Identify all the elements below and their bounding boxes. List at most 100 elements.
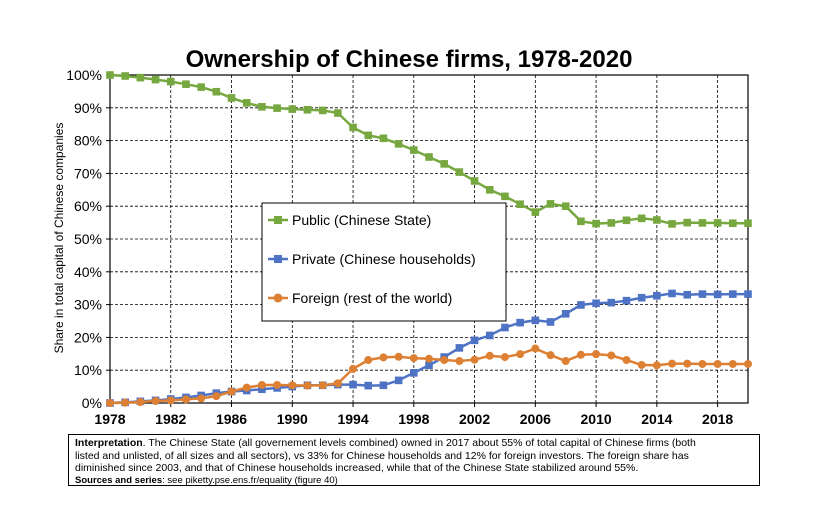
data-point <box>653 216 661 224</box>
data-point <box>409 354 418 363</box>
data-point <box>500 353 509 362</box>
data-point <box>181 395 190 404</box>
data-point <box>470 355 479 364</box>
data-point <box>258 103 266 111</box>
legend-swatch-marker <box>273 293 283 303</box>
data-point <box>455 344 464 352</box>
data-point <box>136 73 145 82</box>
data-point <box>744 290 752 298</box>
data-point <box>425 354 433 363</box>
data-point <box>713 219 722 227</box>
sources-text: Sources and series: see piketty.pse.ens.… <box>75 475 753 488</box>
y-tick-label: 40% <box>74 264 102 280</box>
interpretation-label: Interpretation <box>75 437 143 449</box>
data-point <box>166 396 175 405</box>
y-axis-label: Share in total capital of Chinese compan… <box>52 123 66 354</box>
data-point <box>683 290 692 299</box>
x-tick-label: 2010 <box>581 411 612 427</box>
data-point <box>410 369 418 377</box>
data-point <box>561 357 570 366</box>
data-point <box>516 200 524 209</box>
legend: Public (Chinese State) Private (Chinese h… <box>261 202 507 322</box>
data-point <box>744 359 752 368</box>
data-point <box>410 146 418 154</box>
y-tick-labels: 0% 10% 20% 30% 40% 50% 60% 70% 80% 90% 100% <box>66 67 102 411</box>
data-point <box>425 153 433 161</box>
data-point <box>303 105 312 114</box>
data-point <box>729 219 737 228</box>
data-point <box>121 72 129 80</box>
interpretation-text: Interpretation. The Chinese State (all g… <box>75 437 753 450</box>
x-tick-label: 1986 <box>216 411 247 427</box>
data-point <box>531 316 540 325</box>
series-line <box>109 73 748 226</box>
legend-box <box>261 202 507 322</box>
data-point <box>607 351 616 360</box>
x-tick-label: 2018 <box>702 411 733 427</box>
data-point <box>728 359 737 368</box>
data-point <box>637 214 646 223</box>
data-point <box>106 71 114 79</box>
x-tick-label: 2006 <box>520 411 551 427</box>
data-point <box>394 352 403 361</box>
y-tick-label: 20% <box>74 329 102 345</box>
data-point <box>242 383 251 392</box>
sources-label: Sources and series <box>75 474 163 486</box>
data-point <box>516 350 525 359</box>
x-tick-label: 1990 <box>277 411 308 427</box>
data-point <box>713 359 722 368</box>
interpretation-line-2: listed and unlisted, of all sizes and al… <box>75 449 689 462</box>
data-point <box>744 219 752 228</box>
data-point <box>501 192 509 201</box>
series <box>106 71 752 407</box>
y-tick-label: 70% <box>74 165 102 181</box>
data-point <box>166 77 175 86</box>
data-point <box>683 218 692 227</box>
data-point <box>379 353 388 362</box>
y-tick-label: 10% <box>74 362 102 378</box>
data-point <box>212 392 221 401</box>
data-point <box>729 290 737 298</box>
legend-item: Public (Chinese State) <box>268 212 431 228</box>
data-point <box>607 219 616 227</box>
data-point <box>440 356 449 365</box>
data-point <box>577 301 585 309</box>
chart-title: Ownership of Chinese firms, 1978-2020 <box>185 46 633 73</box>
x-tick-label: 1982 <box>155 411 186 427</box>
data-point <box>622 356 631 365</box>
data-point <box>349 380 357 389</box>
series-1 <box>106 71 752 228</box>
legend-swatch-marker <box>274 216 282 224</box>
y-tick-label: 90% <box>74 100 102 116</box>
data-point <box>334 109 342 117</box>
y-tick-label: 80% <box>74 133 102 149</box>
data-point <box>273 104 281 112</box>
data-point <box>485 186 494 194</box>
data-point <box>470 336 479 345</box>
data-point <box>698 359 707 368</box>
sources-detail: : see piketty.pse.ens.fr/equality (figur… <box>162 474 338 486</box>
data-point <box>364 381 373 390</box>
data-point <box>668 220 676 228</box>
legend-label: Private (Chinese households) <box>292 251 476 267</box>
y-tick-label: 50% <box>74 231 102 247</box>
data-point <box>288 105 297 113</box>
data-point <box>653 291 661 300</box>
y-tick-label: 100% <box>66 67 102 83</box>
data-point <box>683 359 692 368</box>
data-point <box>531 208 540 216</box>
data-point <box>440 160 448 168</box>
data-point <box>182 80 190 88</box>
data-point <box>652 361 661 370</box>
interpretation-line-3: diminished since 2003, and that of Chine… <box>75 462 639 474</box>
data-point <box>592 219 600 228</box>
data-point <box>257 380 266 389</box>
data-point <box>364 356 373 365</box>
data-point <box>485 351 494 360</box>
data-point <box>668 359 677 368</box>
x-tick-label: 2002 <box>459 411 490 427</box>
data-point <box>622 216 631 225</box>
data-point <box>242 99 251 107</box>
data-point <box>349 123 357 132</box>
data-point <box>713 290 722 299</box>
